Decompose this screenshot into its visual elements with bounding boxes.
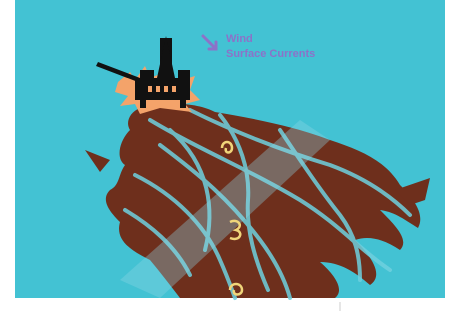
deck xyxy=(135,78,190,100)
module xyxy=(178,70,190,80)
legend-surface-currents: Surface Currents xyxy=(226,48,315,60)
illustration: Wind Surface Currents xyxy=(0,0,460,311)
page: Wind Surface Currents (() => { const dat… xyxy=(0,0,460,311)
module xyxy=(140,70,154,80)
leg xyxy=(180,100,186,108)
legend-wind: Wind xyxy=(226,33,253,45)
leg xyxy=(140,100,146,108)
